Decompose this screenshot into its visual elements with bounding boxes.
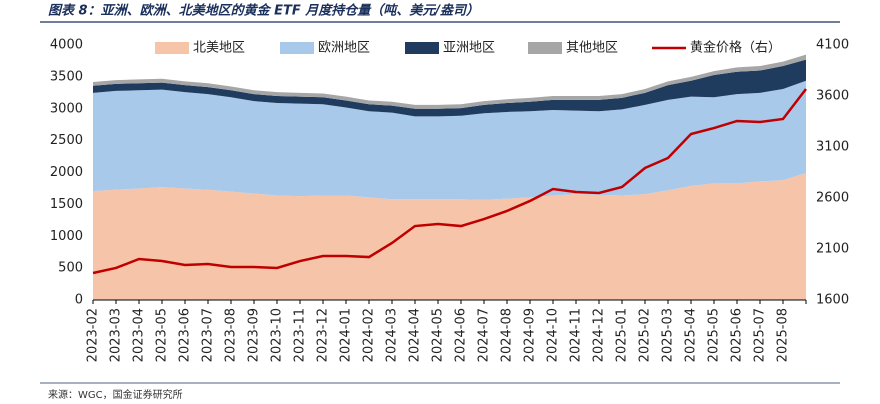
legend-label: 亚洲地区	[443, 41, 495, 56]
x-tick-label: 2023-07	[201, 308, 216, 362]
chart-title: 图表 8：亚洲、欧洲、北美地区的黄金 ETF 月度持仓量（吨、美元/盎司）	[48, 3, 479, 19]
legend-swatch	[155, 42, 189, 54]
x-tick-label: 2023-08	[224, 308, 239, 362]
x-tick-label: 2023-03	[109, 308, 124, 362]
x-tick-label: 2024-02	[362, 308, 377, 362]
area	[93, 80, 806, 200]
area	[93, 54, 806, 109]
area	[93, 59, 806, 117]
y-tick-label: 1500	[50, 197, 83, 212]
y-tick-label: 2000	[50, 165, 83, 180]
x-tick-label: 2024-05	[431, 308, 446, 362]
y2-tick-label: 2600	[816, 191, 849, 206]
legend-swatch	[405, 42, 439, 54]
legend-swatch	[528, 42, 562, 54]
y2-tick-label: 4100	[816, 38, 849, 53]
y-tick-label: 4000	[50, 38, 83, 53]
x-tick-label: 2024-12	[592, 308, 607, 362]
y2-tick-label: 3600	[816, 89, 849, 104]
y-tick-label: 3000	[50, 101, 83, 116]
x-tick-label: 2025-07	[753, 308, 768, 362]
legend-label: 黄金价格（右）	[690, 40, 781, 56]
x-tick-label: 2025-02	[638, 308, 653, 362]
legend-swatch	[280, 42, 314, 54]
x-tick-label: 2023-11	[293, 308, 308, 362]
x-tick-label: 2024-04	[408, 308, 423, 362]
y-tick-label: 3500	[50, 69, 83, 84]
x-tick-label: 2025-05	[707, 308, 722, 362]
x-tick-label: 2024-08	[500, 308, 515, 362]
x-tick-label: 2023-04	[132, 308, 147, 362]
x-tick-label: 2025-04	[684, 308, 699, 362]
x-tick-label: 2024-10	[546, 308, 561, 362]
x-tick-label: 2024-09	[523, 308, 538, 362]
x-tick-label: 2023-05	[155, 308, 170, 362]
x-tick-label: 2023-09	[247, 308, 262, 362]
x-tick-label: 2023-10	[270, 308, 285, 362]
y2-tick-label: 1600	[816, 293, 849, 308]
legend-label: 北美地区	[193, 41, 245, 56]
y2-tick-label: 2100	[816, 242, 849, 257]
x-tick-label: 2024-01	[339, 308, 354, 362]
x-tick-label: 2025-08	[776, 308, 791, 362]
y2-tick-label: 3100	[816, 140, 849, 155]
line	[92, 88, 807, 275]
y-tick-label: 2500	[50, 133, 83, 148]
x-tick-label: 2023-06	[178, 308, 193, 362]
x-tick-label: 2023-12	[316, 308, 331, 362]
source: 来源：WGC，国金证券研究所	[48, 388, 183, 401]
y-tick-label: 1000	[50, 229, 83, 244]
x-tick-label: 2025-01	[615, 308, 630, 362]
legend-label: 其他地区	[566, 41, 618, 56]
y-tick-label: 500	[58, 261, 83, 276]
x-tick-label: 2023-02	[86, 308, 101, 362]
x-tick-label: 2024-03	[385, 308, 400, 362]
y-tick-label: 0	[75, 293, 83, 308]
x-tick-label: 2025-03	[661, 308, 676, 362]
x-tick-label: 2025-06	[730, 308, 745, 362]
x-tick-label: 2024-06	[454, 308, 469, 362]
x-tick-label: 2024-07	[477, 308, 492, 362]
x-tick-label: 2024-11	[569, 308, 584, 362]
legend-label: 欧洲地区	[318, 41, 370, 56]
